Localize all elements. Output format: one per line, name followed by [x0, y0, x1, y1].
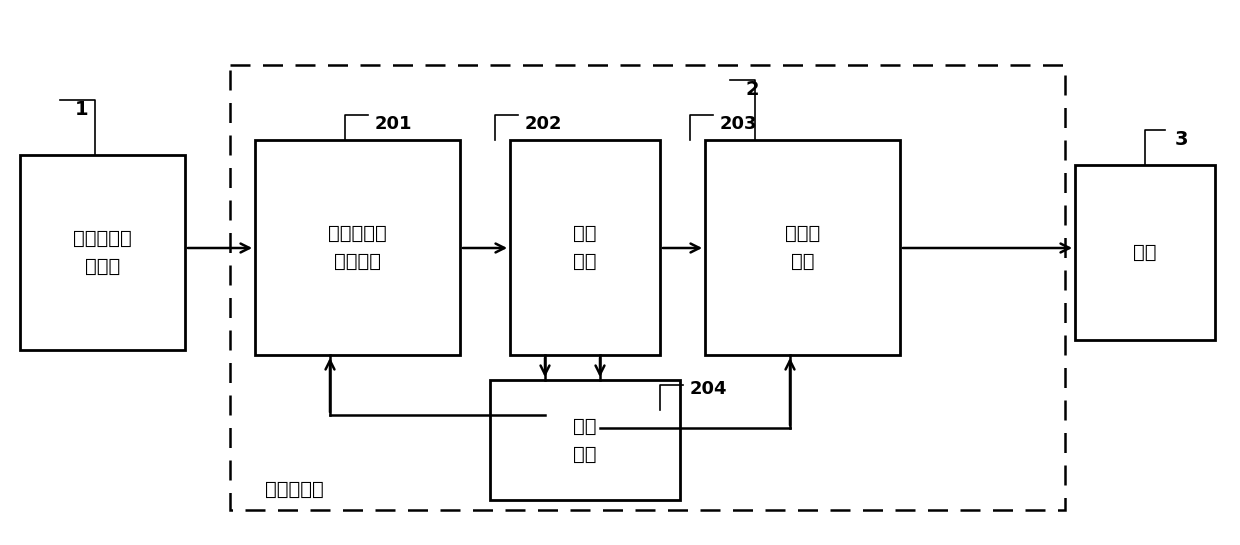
Text: 控制: 控制	[573, 416, 596, 435]
Text: 201: 201	[374, 115, 413, 133]
Text: 逆变桥: 逆变桥	[785, 224, 820, 243]
Text: 2: 2	[745, 80, 759, 99]
Text: 太阳能电池: 太阳能电池	[73, 229, 131, 248]
Text: 电路: 电路	[791, 252, 815, 271]
Text: 电路: 电路	[573, 252, 596, 271]
Bar	[490, 380, 680, 500]
Text: 最大功率点: 最大功率点	[329, 224, 387, 243]
Bar	[510, 140, 660, 355]
Bar	[20, 155, 185, 350]
Text: 203: 203	[720, 115, 758, 133]
Text: 电网: 电网	[1133, 243, 1157, 262]
Bar	[706, 140, 900, 355]
Text: 电路: 电路	[573, 445, 596, 463]
Text: 204: 204	[689, 380, 728, 398]
Text: 板阵列: 板阵列	[84, 257, 120, 276]
Text: 3: 3	[1176, 130, 1188, 149]
Text: 1: 1	[74, 100, 88, 119]
Bar	[1075, 165, 1215, 340]
Bar	[229, 65, 1065, 510]
Text: 光伏逆变器: 光伏逆变器	[265, 480, 324, 499]
Text: 202: 202	[525, 115, 563, 133]
Bar	[255, 140, 460, 355]
Text: 跟踪模块: 跟踪模块	[334, 252, 381, 271]
Text: 母线: 母线	[573, 224, 596, 243]
